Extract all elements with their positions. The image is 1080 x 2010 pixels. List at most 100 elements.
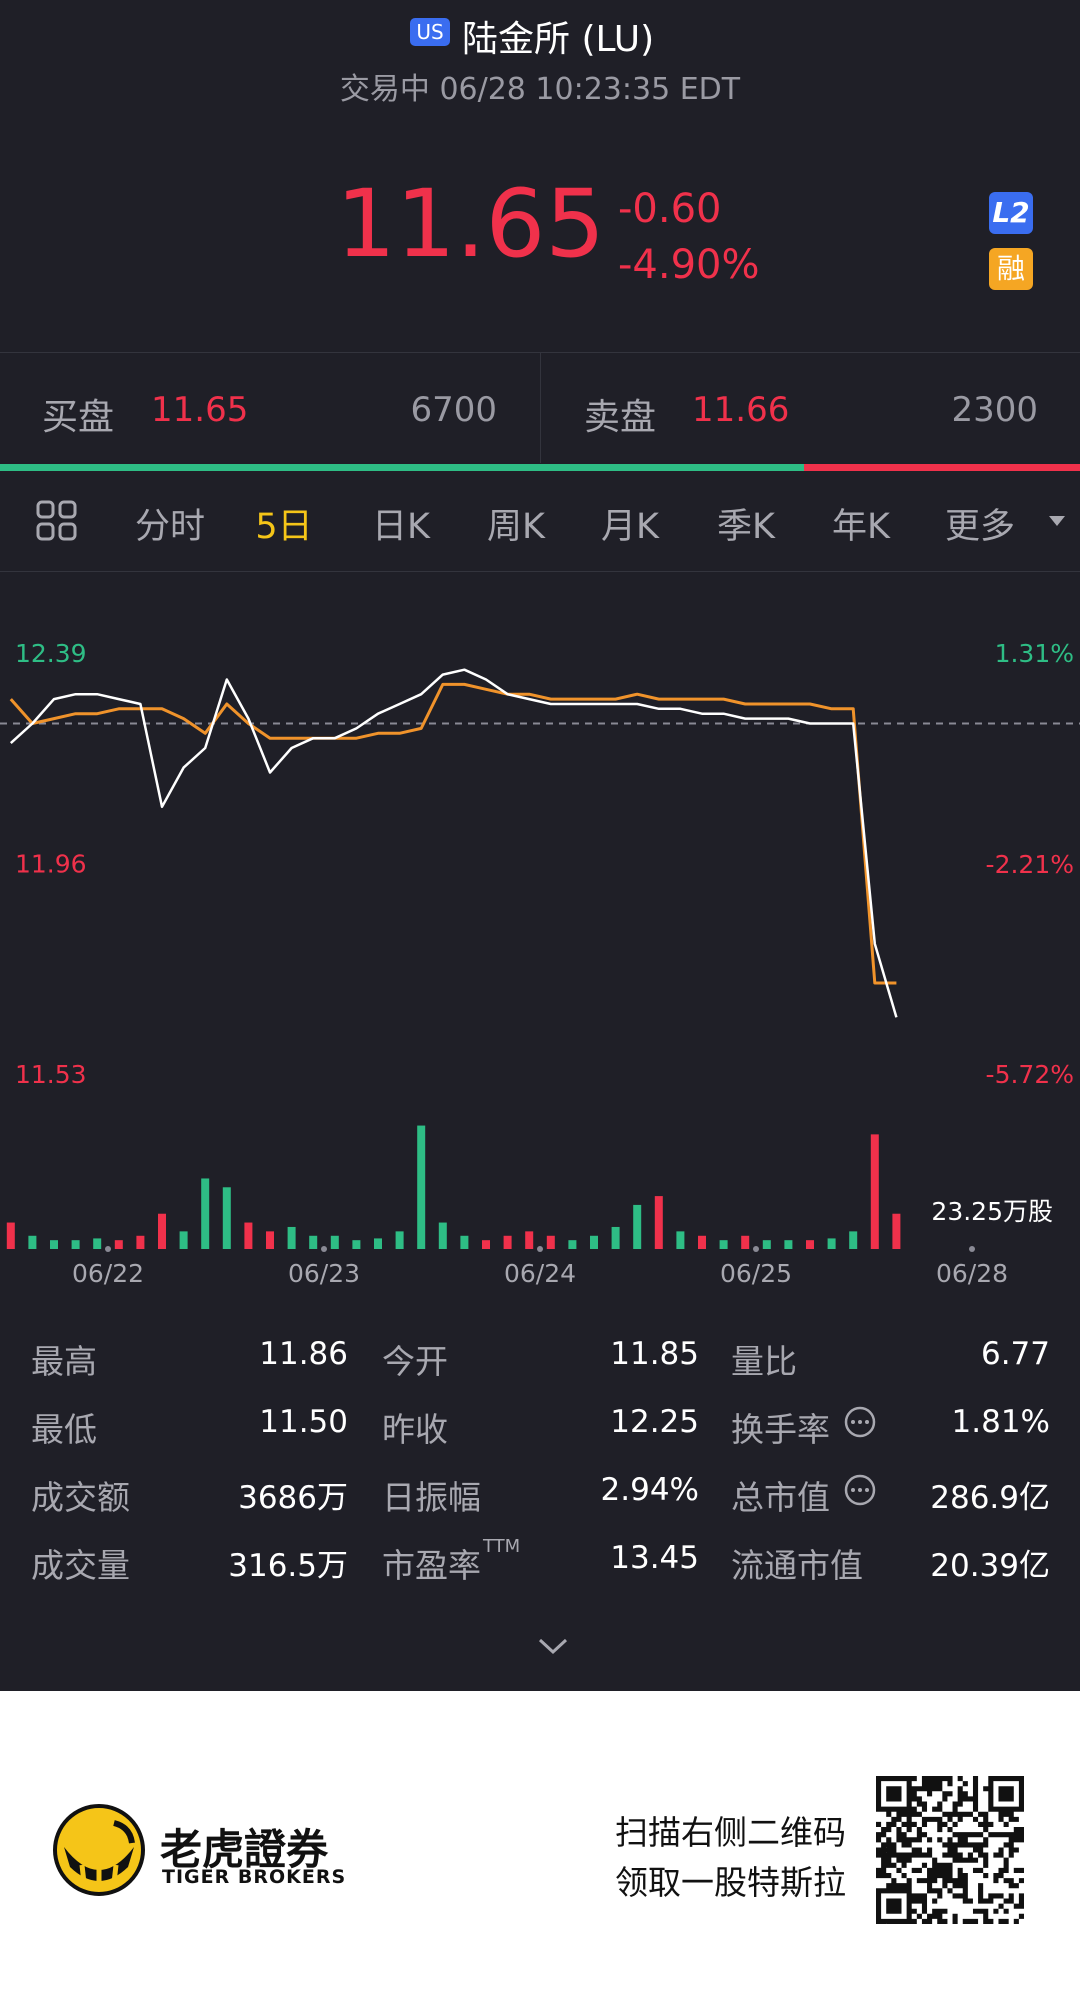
level2-badge[interactable]: L2 bbox=[989, 192, 1033, 234]
volume-bar bbox=[136, 1235, 145, 1249]
volume-bar bbox=[287, 1226, 296, 1249]
volume-bar bbox=[568, 1240, 577, 1249]
volume-bar bbox=[503, 1235, 512, 1249]
volume-bar bbox=[676, 1231, 685, 1249]
info-icon[interactable] bbox=[843, 1473, 877, 1507]
stat-label: 成交额 bbox=[31, 1478, 130, 1517]
info-icon[interactable] bbox=[843, 1405, 877, 1439]
stat-label: 换手率 bbox=[731, 1410, 830, 1449]
bid-size: 6700 bbox=[410, 390, 497, 430]
quote-panel bbox=[0, 0, 1080, 1691]
x-tick-mark bbox=[969, 1246, 975, 1252]
bid-price: 11.65 bbox=[151, 390, 249, 430]
period-tab[interactable]: 5日 bbox=[255, 507, 313, 547]
ask-label: 卖盘 bbox=[584, 397, 657, 438]
period-tab[interactable]: 年K bbox=[832, 507, 890, 547]
volume-bar bbox=[158, 1213, 166, 1249]
volume-bar bbox=[374, 1238, 382, 1249]
volume-bar bbox=[698, 1235, 706, 1249]
stat-value: 20.39亿 bbox=[930, 1548, 1050, 1584]
trading-status: 交易中 06/28 10:23:35 EDT bbox=[340, 64, 740, 108]
volume-bar bbox=[309, 1235, 318, 1249]
stat-label: 日振幅 bbox=[382, 1478, 481, 1517]
price-change: -0.60 bbox=[618, 186, 722, 232]
y2-tick-label: -2.21% bbox=[986, 850, 1074, 879]
ask-ratio bbox=[804, 464, 1080, 471]
volume-bar bbox=[244, 1222, 253, 1249]
divider bbox=[0, 571, 1080, 572]
average-line bbox=[9, 682, 897, 985]
x-tick-mark bbox=[537, 1246, 543, 1252]
x-tick-label: 06/23 bbox=[288, 1259, 360, 1288]
period-tab[interactable]: 分时 bbox=[134, 507, 206, 547]
volume-bar bbox=[28, 1235, 37, 1249]
stat-value: 2.94% bbox=[600, 1472, 699, 1508]
period-tab[interactable]: 季K bbox=[717, 507, 775, 547]
period-tab[interactable]: 周K bbox=[487, 507, 545, 547]
status-text: 交易中 06/28 10:23:35 EDT bbox=[339, 72, 741, 107]
y2-tick-label: -5.72% bbox=[986, 1060, 1074, 1089]
stat-label: 量比 bbox=[731, 1342, 797, 1381]
period-tab[interactable]: 月K bbox=[601, 507, 659, 547]
volume-bar bbox=[417, 1125, 426, 1249]
bid-label: 买盘 bbox=[42, 397, 115, 438]
stat-label: 最高 bbox=[31, 1342, 97, 1381]
stat-value: 11.85 bbox=[610, 1336, 699, 1372]
volume-bar bbox=[93, 1238, 102, 1249]
volume-bar bbox=[201, 1178, 210, 1249]
x-tick-mark bbox=[753, 1246, 759, 1252]
volume-bar bbox=[482, 1240, 490, 1249]
volume-bar bbox=[460, 1235, 469, 1249]
volume-bar bbox=[438, 1222, 447, 1249]
stat-label: 今开 bbox=[382, 1342, 448, 1381]
brand-name: 老虎證券 bbox=[160, 1825, 329, 1874]
stat-label: 最低 bbox=[31, 1410, 97, 1449]
promo-line: 领取一股特斯拉 bbox=[615, 1863, 846, 1902]
price-chart: 23.25万股 12.39 11.96 11.53 1.31% -2.21% -5.72% 0… bbox=[0, 639, 1080, 1288]
ask-price: 11.66 bbox=[692, 390, 790, 430]
volume-bar bbox=[870, 1134, 879, 1249]
stat-value: 13.45 bbox=[610, 1540, 699, 1576]
qr-modules bbox=[876, 1776, 1024, 1924]
volume-bar bbox=[266, 1231, 274, 1249]
stat-label: 总市值 bbox=[731, 1478, 830, 1517]
divider bbox=[0, 352, 1080, 353]
x-tick-mark bbox=[321, 1246, 327, 1252]
y-tick-label: 12.39 bbox=[15, 639, 87, 668]
ask-size: 2300 bbox=[951, 390, 1038, 430]
stock-title: 陆金所 (LU) bbox=[462, 19, 655, 60]
brand-logo bbox=[53, 1804, 145, 1896]
volume-bar bbox=[590, 1235, 598, 1249]
volume-bar bbox=[395, 1231, 404, 1249]
last-price: 11.65 bbox=[336, 170, 606, 279]
y-tick-label: 11.53 bbox=[15, 1060, 87, 1089]
volume-bar bbox=[179, 1231, 188, 1249]
layout-icon[interactable] bbox=[36, 500, 78, 542]
more-arrow[interactable] bbox=[1048, 514, 1066, 528]
stat-value: 316.5万 bbox=[228, 1548, 348, 1584]
volume-bar bbox=[6, 1222, 15, 1249]
volume-bar bbox=[222, 1187, 231, 1249]
qr-code[interactable] bbox=[876, 1776, 1024, 1924]
volume-bar bbox=[762, 1240, 771, 1249]
y2-tick-label: 1.31% bbox=[995, 639, 1074, 668]
margin-badge[interactable]: 融 bbox=[989, 248, 1033, 290]
period-tabs: 分时 5日 日K 周K 月K 季K 年K 更多 bbox=[0, 498, 1080, 547]
period-tab[interactable]: 日K bbox=[372, 507, 430, 547]
volume-bar bbox=[611, 1226, 620, 1249]
x-tick-label: 06/22 bbox=[72, 1259, 144, 1288]
divider bbox=[540, 353, 541, 463]
y-tick-label: 11.96 bbox=[15, 850, 87, 879]
volume-bar bbox=[806, 1240, 814, 1249]
period-tab[interactable]: 更多 bbox=[944, 507, 1016, 547]
stat-value: 11.50 bbox=[259, 1404, 348, 1440]
stat-value: 1.81% bbox=[951, 1404, 1050, 1440]
volume-bar bbox=[71, 1240, 80, 1249]
stat-value: 3686万 bbox=[238, 1480, 348, 1516]
volume-bar bbox=[892, 1213, 901, 1249]
expand-chevron[interactable] bbox=[537, 1636, 569, 1656]
stat-label: 流通市值 bbox=[731, 1546, 863, 1585]
stat-label: 昨收 bbox=[382, 1410, 448, 1449]
